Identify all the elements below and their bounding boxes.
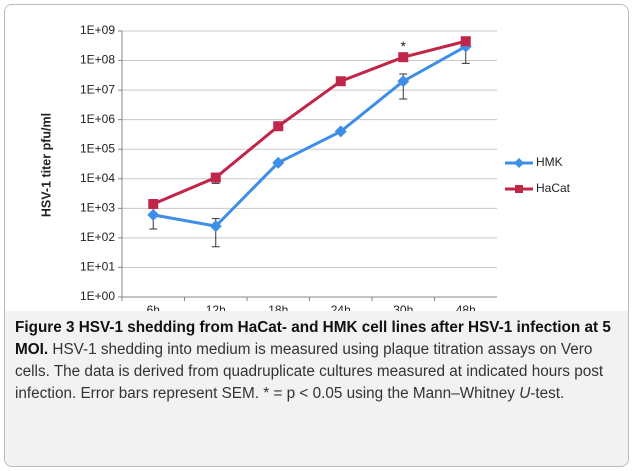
legend-label: HMK xyxy=(536,155,563,169)
y-tick-label: 1E+01 xyxy=(80,260,115,274)
x-tick-label: 6h xyxy=(147,303,160,311)
marker xyxy=(334,125,347,138)
legend-label: HaCat xyxy=(536,181,571,195)
caption-text: HSV-1 shedding into medium is measured u… xyxy=(15,341,604,402)
marker xyxy=(273,121,284,132)
caption-title: Figure 3 HSV-1 shedding from HaCat- and … xyxy=(15,319,611,358)
y-axis-label: HSV-1 titer pfu/ml xyxy=(39,113,53,217)
marker xyxy=(514,158,524,168)
x-tick-label: 12h xyxy=(206,303,226,311)
y-tick-label: 1E+04 xyxy=(80,171,115,185)
series-line xyxy=(152,45,467,228)
y-tick-label: 1E+07 xyxy=(80,82,115,96)
x-tick-label: 24h xyxy=(331,303,351,311)
chart: HSV-1 titer pfu/ml 1E+00 1E+01 1E+02 1E+03 1… xyxy=(5,5,628,311)
marker xyxy=(210,172,221,183)
y-tick-label: 1E+09 xyxy=(80,23,115,37)
y-tick-label: 1E+02 xyxy=(80,230,115,244)
marker xyxy=(148,199,159,210)
y-tick-label: 1E+05 xyxy=(80,141,115,155)
x-tick-label: 48h xyxy=(456,303,476,311)
x-tick-label: 30h xyxy=(393,303,413,311)
figure: HSV-1 titer pfu/ml 1E+00 1E+01 1E+02 1E+03 1… xyxy=(4,4,629,467)
series-line xyxy=(152,39,467,206)
caption-italic: U xyxy=(519,385,531,402)
marker xyxy=(515,185,523,193)
y-tick-label: 1E+08 xyxy=(80,53,115,67)
y-tick-label: 1E+03 xyxy=(80,201,115,215)
y-tick-label: 1E+06 xyxy=(80,112,115,126)
annotation: * xyxy=(401,38,407,54)
marker xyxy=(147,208,160,221)
marker xyxy=(398,52,409,63)
marker xyxy=(460,36,471,47)
x-tick-label: 18h xyxy=(268,303,288,311)
caption-end: -test. xyxy=(530,385,565,402)
marker xyxy=(209,220,222,233)
caption: Figure 3 HSV-1 shedding from HaCat- and … xyxy=(15,317,620,405)
marker xyxy=(335,76,346,87)
marker xyxy=(397,75,410,88)
y-tick-label: 1E+00 xyxy=(80,289,115,303)
marker xyxy=(272,156,285,169)
